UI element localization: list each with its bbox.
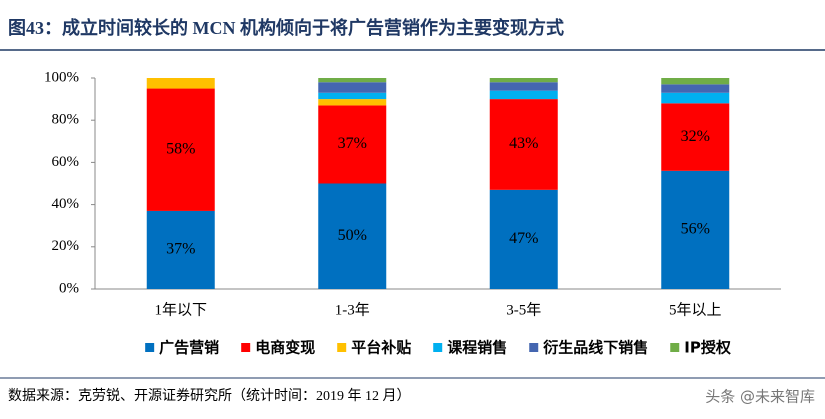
legend-swatch	[670, 343, 680, 352]
legend-label: 平台补贴	[351, 339, 411, 357]
bar-segment	[489, 82, 558, 91]
y-tick-label: 100%	[44, 69, 79, 85]
bar-segment	[661, 92, 730, 104]
bar-segment	[489, 189, 558, 289]
bar-segment	[146, 210, 215, 289]
bar-segment	[661, 84, 730, 93]
bar-segment	[489, 78, 558, 83]
data-label: 32%	[681, 128, 710, 145]
data-label: 43%	[509, 135, 538, 152]
bar-segment	[318, 92, 387, 100]
x-tick-label: 5年以上	[669, 301, 722, 318]
legend-label: 电商变现	[255, 339, 315, 357]
y-tick-label: 40%	[52, 196, 80, 212]
chart-title: 图43：成立时间较长的 MCN 机构倾向于将广告营销作为主要变现方式	[8, 17, 564, 38]
watermark: 头条 @未来智库	[705, 388, 815, 406]
bar-segment	[318, 105, 387, 184]
legend-label: 课程销售	[447, 339, 507, 357]
x-tick-label: 1年以下	[154, 301, 207, 318]
bar-segment	[489, 90, 558, 100]
bar-segment	[146, 88, 215, 211]
x-tick-label: 1-3年	[335, 301, 370, 318]
data-label: 37%	[338, 135, 367, 152]
bar-segment	[661, 78, 730, 85]
legend-label: 广告营销	[159, 339, 219, 357]
bar-segment	[318, 78, 387, 83]
y-tick-label: 60%	[52, 154, 80, 170]
y-tick-label: 80%	[52, 112, 80, 128]
legend-swatch	[145, 343, 155, 352]
legend-label: IP授权	[684, 339, 732, 357]
legend-swatch	[241, 343, 251, 352]
bar-segment	[489, 99, 558, 190]
data-label: 58%	[166, 140, 195, 157]
y-tick-label: 20%	[52, 238, 80, 254]
data-label: 37%	[166, 241, 195, 258]
data-label: 50%	[338, 227, 367, 244]
bar-segment	[661, 103, 730, 171]
bar-segment	[661, 170, 730, 289]
bar-segment	[318, 183, 387, 289]
x-tick-label: 3-5年	[506, 301, 541, 318]
legend-swatch	[529, 343, 539, 352]
source: 数据来源：克劳锐、开源证券研究所（统计时间：2019 年 12 月）	[8, 388, 411, 404]
data-label: 47%	[509, 230, 538, 247]
bar-segment	[318, 99, 387, 106]
legend-swatch	[433, 343, 443, 352]
y-tick-label: 0%	[59, 280, 79, 296]
legend-swatch	[337, 343, 347, 352]
legend-label: 衍生品线下销售	[542, 339, 648, 357]
bar-segment	[318, 82, 387, 93]
bar-segment	[146, 78, 215, 89]
data-label: 56%	[681, 221, 710, 238]
